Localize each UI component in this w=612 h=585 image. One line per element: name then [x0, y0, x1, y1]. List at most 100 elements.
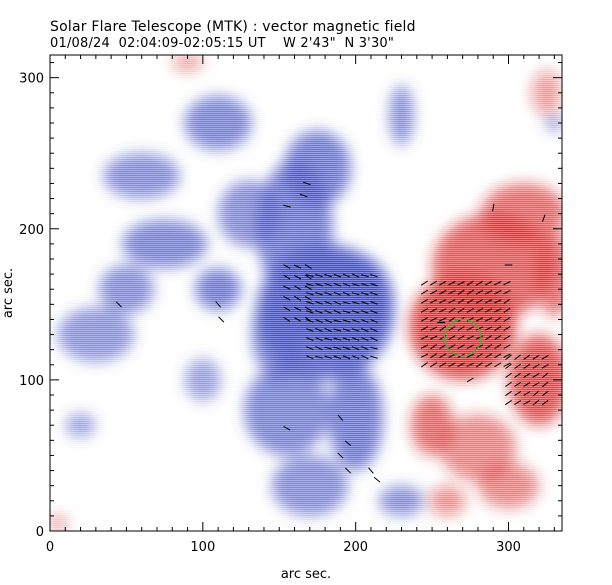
field-vector	[370, 274, 378, 278]
field-vector	[448, 307, 456, 313]
field-vector	[457, 344, 465, 349]
field-vector	[294, 285, 302, 291]
field-vector	[333, 328, 342, 332]
field-vector	[505, 399, 512, 406]
field-vector	[503, 316, 511, 322]
plot-title: Solar Flare Telescope (MTK) : vector mag…	[50, 19, 416, 35]
field-vector	[333, 309, 342, 314]
field-vector	[457, 335, 465, 340]
field-vector	[457, 298, 465, 304]
field-vector	[293, 264, 302, 269]
field-vector	[315, 274, 323, 278]
field-vector	[514, 354, 522, 360]
field-vector	[494, 308, 502, 313]
field-vector	[514, 390, 522, 396]
field-vector	[283, 316, 291, 323]
field-vector	[283, 425, 291, 431]
field-vector	[523, 354, 531, 360]
field-vector	[532, 363, 540, 369]
field-vector	[457, 326, 465, 331]
field-vector	[475, 317, 484, 322]
field-vector	[315, 328, 323, 332]
field-vector	[370, 310, 378, 314]
x-axis-label: arc sec.	[281, 567, 331, 582]
field-vector	[342, 291, 351, 296]
field-vector	[324, 346, 332, 350]
field-vector	[448, 326, 456, 332]
y-tick-label: 100	[19, 374, 44, 389]
field-vector	[351, 301, 360, 305]
field-vector	[361, 301, 369, 305]
field-vector	[304, 316, 312, 323]
field-vector	[324, 309, 332, 314]
field-vector	[351, 328, 360, 332]
field-vector	[484, 317, 493, 322]
field-vector	[494, 362, 502, 368]
field-vector	[351, 337, 360, 341]
field-vector	[429, 317, 438, 322]
field-vector	[466, 335, 474, 340]
field-vector	[305, 283, 314, 287]
field-vector	[361, 346, 369, 351]
field-vector	[361, 283, 369, 287]
field-vector	[342, 282, 351, 287]
field-vector	[503, 281, 511, 286]
field-vector	[494, 299, 502, 304]
field-vector	[503, 290, 511, 295]
flare-marker-circle	[443, 318, 482, 357]
field-vector	[306, 310, 314, 314]
field-vector	[333, 273, 342, 278]
field-vector	[293, 274, 302, 280]
field-vector	[361, 355, 369, 360]
field-vector	[342, 319, 351, 323]
field-vector	[337, 452, 344, 459]
field-vector	[342, 346, 351, 350]
field-vector	[305, 274, 314, 278]
field-vector	[466, 317, 474, 322]
field-vector	[315, 301, 323, 305]
field-vector	[342, 310, 351, 314]
field-vector	[283, 264, 291, 269]
field-vector	[294, 295, 302, 301]
field-vector	[514, 400, 522, 406]
field-vector	[429, 308, 438, 313]
x-tick-label: 0	[46, 540, 54, 555]
field-vector	[361, 328, 369, 332]
field-vector	[324, 273, 332, 278]
plot-subtitle: 01/08/24 02:04:09-02:05:15 UT W 2'43" N …	[50, 36, 395, 51]
field-vector	[448, 344, 456, 350]
field-vector	[514, 381, 522, 387]
field-vector	[283, 306, 291, 312]
field-vector	[541, 381, 549, 388]
field-vector	[503, 335, 511, 340]
field-vector	[420, 344, 429, 349]
field-vector	[342, 337, 351, 341]
field-vector	[344, 440, 352, 447]
field-vector	[333, 355, 342, 359]
field-vector	[476, 362, 483, 368]
field-vector	[420, 289, 428, 295]
field-vector	[430, 289, 438, 295]
field-vector	[505, 381, 512, 388]
field-vector	[304, 274, 312, 280]
field-vector	[484, 326, 493, 331]
field-vector	[420, 335, 429, 340]
field-vector	[541, 363, 549, 369]
field-vector	[342, 355, 351, 360]
field-vector	[448, 335, 456, 341]
field-vector	[541, 372, 549, 379]
field-vector	[439, 280, 447, 286]
field-vector	[361, 310, 369, 314]
field-vector	[324, 318, 332, 323]
field-vector	[303, 181, 311, 186]
field-vector	[333, 300, 342, 305]
field-vector	[448, 316, 456, 323]
field-vector	[429, 335, 438, 340]
field-vector	[532, 354, 540, 360]
field-vector	[523, 363, 531, 369]
field-vector	[494, 325, 502, 332]
field-vector	[503, 326, 511, 331]
field-vector	[541, 354, 549, 360]
field-vector	[361, 337, 369, 342]
